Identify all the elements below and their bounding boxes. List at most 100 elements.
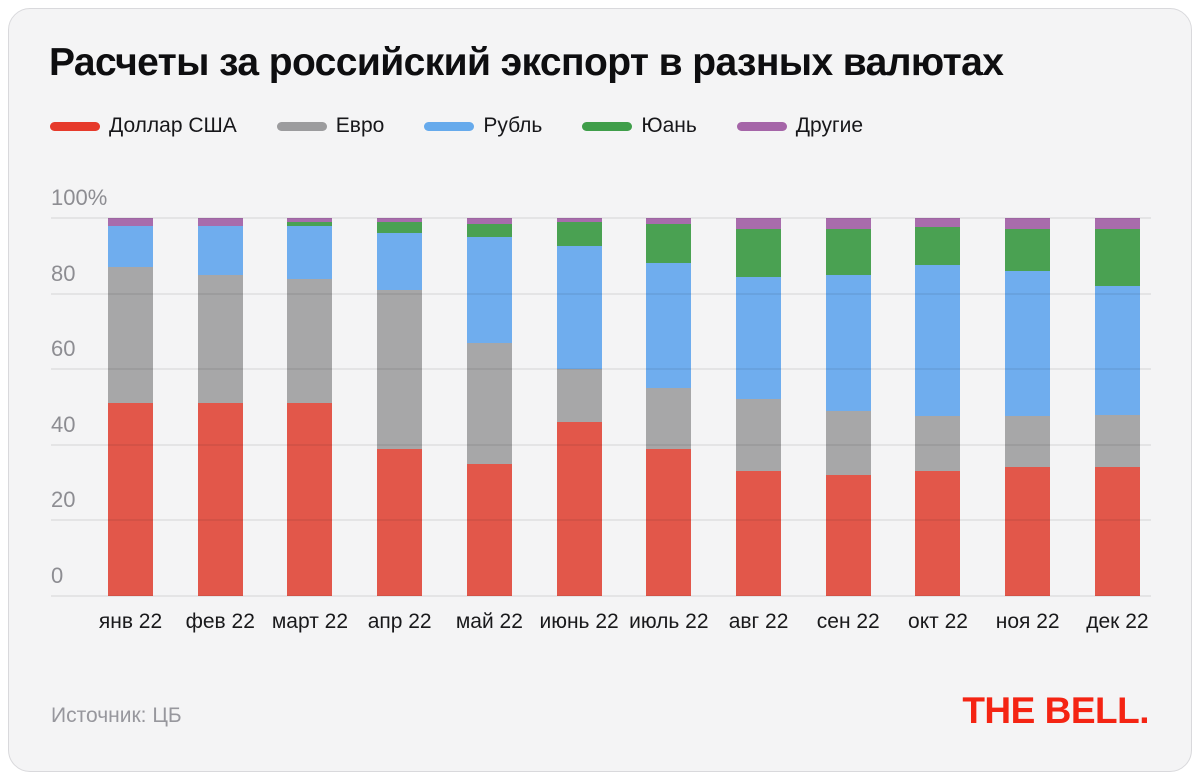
bar-segment-ruble xyxy=(736,276,782,400)
x-axis-tick-label: май 22 xyxy=(455,610,523,633)
chart-card: Расчеты за российский экспорт в разных в… xyxy=(8,8,1192,772)
bar-column xyxy=(556,218,602,596)
bar-segment-ruble xyxy=(646,263,692,389)
bars xyxy=(108,218,1140,596)
x-axis-tick-label: авг 22 xyxy=(728,610,789,633)
x-axis-tick-label: июль 22 xyxy=(629,610,709,633)
bar-segment-euro xyxy=(1094,414,1140,468)
bar-segment-euro xyxy=(197,274,243,404)
x-axis-labels: янв 22 фев 22 март 22 апр 22 май 22 июнь 22 ию… xyxy=(99,610,1149,634)
gridline xyxy=(51,368,1151,371)
the-bell-logo: THE BELL. xyxy=(962,690,1149,731)
bar-segment-euro xyxy=(466,342,512,464)
x-axis-tick: дек 22 xyxy=(1086,610,1148,634)
y-axis-tick-label: 60 xyxy=(51,336,76,362)
x-axis-tick-label: июнь 22 xyxy=(539,610,619,633)
x-axis-tick-label: апр 22 xyxy=(367,610,432,633)
legend-item-yuan: Юань xyxy=(582,114,697,138)
legend-item-dollar-usa: Доллар США xyxy=(50,114,237,138)
x-axis-tick: май 22 xyxy=(456,610,523,634)
legend-label-other: Другие xyxy=(795,114,864,137)
bar-column xyxy=(1094,218,1140,596)
bar-segment-ruble xyxy=(825,274,871,411)
bar-segment-euro xyxy=(287,278,333,404)
legend-swatch-other xyxy=(736,121,787,131)
bar-segment-other xyxy=(287,218,333,222)
bar-segment-euro xyxy=(646,388,692,449)
legend-label-dollar-usa: Доллар США xyxy=(109,114,237,137)
bar-segment-yuan xyxy=(1005,229,1051,271)
bar-column xyxy=(825,218,871,596)
x-axis-tick-label: янв 22 xyxy=(98,610,163,633)
x-axis-tick-label: фев 22 xyxy=(185,610,255,633)
bar-segment-euro xyxy=(1005,416,1051,468)
x-axis-tick: авг 22 xyxy=(729,610,789,634)
bar-segment-other xyxy=(108,218,153,226)
source-label: Источник: ЦБ xyxy=(51,704,182,727)
bar-segment-yuan xyxy=(377,221,423,234)
bar-segment-ruble xyxy=(915,265,961,417)
x-axis-tick: янв 22 xyxy=(99,610,162,634)
bar-segment-euro xyxy=(108,267,153,404)
bar-segment-ruble xyxy=(556,246,602,370)
bar-segment-other xyxy=(377,218,423,222)
gridline xyxy=(51,443,1151,446)
bar-column xyxy=(646,218,692,596)
bar-segment-dollar-usa xyxy=(915,471,961,596)
bar-segment-euro xyxy=(377,289,423,449)
bar-segment-dollar-usa xyxy=(825,475,871,596)
bar-segment-other xyxy=(466,218,512,224)
x-axis-tick: апр 22 xyxy=(368,610,432,634)
bar-segment-ruble xyxy=(197,225,243,275)
bar-segment-yuan xyxy=(915,227,961,266)
y-axis-tick-label: 40 xyxy=(51,411,76,437)
bar-segment-dollar-usa xyxy=(556,422,602,596)
bar-segment-ruble xyxy=(466,236,512,343)
gridline xyxy=(51,595,1151,597)
bar-segment-ruble xyxy=(108,225,153,268)
bar-segment-ruble xyxy=(1005,270,1051,417)
bar-segment-dollar-usa xyxy=(1094,467,1140,596)
bar-segment-ruble xyxy=(377,233,423,290)
bar-segment-dollar-usa xyxy=(646,448,692,596)
bar-segment-other xyxy=(646,218,692,224)
x-axis-tick-label: окт 22 xyxy=(908,610,968,633)
y-axis-tick-label: 20 xyxy=(51,487,76,513)
legend-swatch-ruble xyxy=(424,121,475,131)
legend-swatch-yuan xyxy=(582,121,633,131)
bar-segment-ruble xyxy=(1094,286,1140,415)
x-axis-tick: март 22 xyxy=(272,610,348,634)
gridline xyxy=(51,292,1151,295)
legend-label-yuan: Юань xyxy=(641,114,697,137)
bar-segment-other xyxy=(197,218,243,226)
x-axis-tick: окт 22 xyxy=(908,610,968,634)
bar-segment-dollar-usa xyxy=(197,403,243,596)
bar-column xyxy=(466,218,512,596)
y-axis-tick-label: 100% xyxy=(51,185,108,210)
legend-item-ruble: Рубль xyxy=(424,114,542,138)
legend-swatch-euro xyxy=(276,121,327,131)
gridline xyxy=(51,217,1151,219)
bar-segment-yuan xyxy=(825,229,871,275)
bar-segment-yuan xyxy=(1094,229,1140,287)
x-axis-tick-label: ноя 22 xyxy=(995,610,1060,633)
bar-segment-dollar-usa xyxy=(287,403,333,596)
x-axis-tick-label: сен 22 xyxy=(816,610,880,633)
chart-title: Расчеты за российский экспорт в разных в… xyxy=(49,41,1004,84)
bar-segment-dollar-usa xyxy=(736,471,782,596)
y-axis-tick-label: 80 xyxy=(51,260,76,286)
bar-segment-yuan xyxy=(466,223,512,237)
bar-segment-euro xyxy=(556,369,602,423)
legend-item-euro: Евро xyxy=(276,114,385,138)
bar-segment-other xyxy=(1005,218,1051,230)
legend-label-euro: Евро xyxy=(335,114,385,137)
bar-segment-other xyxy=(736,218,782,230)
bar-segment-euro xyxy=(915,416,961,472)
x-axis-tick: фев 22 xyxy=(186,610,255,634)
bar-segment-other xyxy=(915,218,961,228)
bar-segment-dollar-usa xyxy=(466,463,512,596)
legend: Доллар США Евро Рубль Юань Другие xyxy=(50,114,863,138)
plot-area: 0 20 40 60 80 100% xyxy=(51,187,1151,597)
bar-segment-ruble xyxy=(287,225,333,279)
bar-column xyxy=(287,218,333,596)
